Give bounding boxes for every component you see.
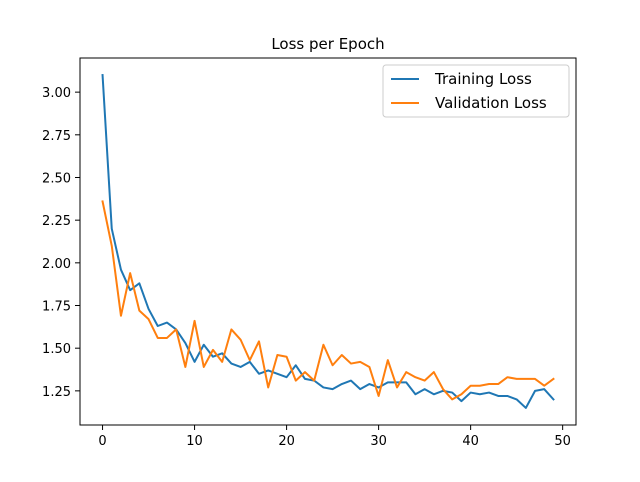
series-line-validation-loss [101,200,555,401]
y-tick-label: 2.75 [42,129,71,144]
y-tick-label: 2.00 [42,257,71,272]
chart-title: Loss per Epoch [271,35,384,53]
legend-box [382,64,570,118]
y-tick-label: 1.75 [42,300,71,315]
x-tick-label: 40 [462,434,479,449]
y-tick-label: 1.50 [42,342,71,357]
legend: Training Loss Validation Loss [382,64,570,118]
y-tick-label: 3.00 [42,86,71,101]
x-tick-label: 0 [98,434,106,449]
axes-frame [79,57,577,426]
x-tick-label: 20 [278,434,295,449]
y-tick-label: 2.50 [42,171,71,186]
x-tick-label: 50 [554,434,571,449]
legend-label-validation-loss: Validation Loss [435,94,547,112]
legend-label-training-loss: Training Loss [434,70,532,88]
x-tick-label: 30 [370,434,387,449]
plot-area: 0 10 20 30 40 50 1.25 1.50 1.75 2.00 2.25 2.50 2.75 3… [42,57,577,449]
x-tick-label: 10 [186,434,203,449]
y-tick-label: 1.25 [42,385,71,400]
y-tick-label: 2.25 [42,214,71,229]
